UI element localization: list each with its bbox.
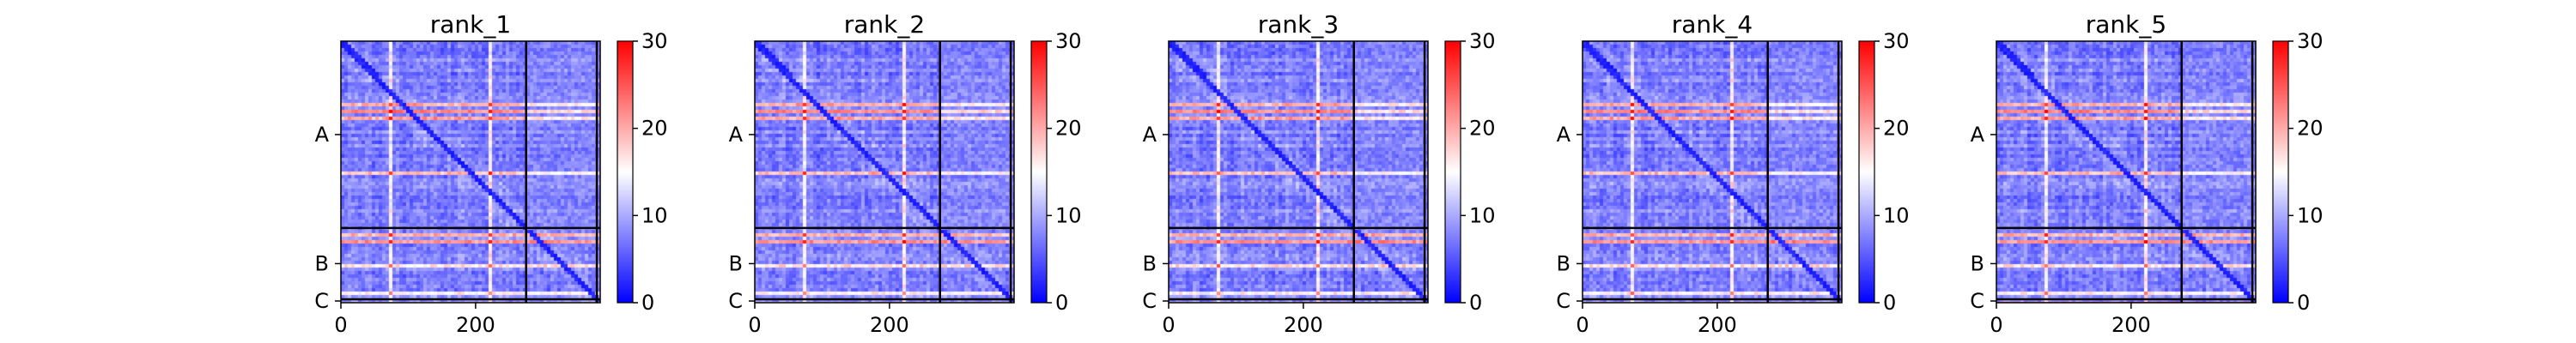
colorbar-tick-label: 0 <box>1055 291 1068 315</box>
colorbar <box>1444 40 1461 304</box>
heatmap-image <box>1583 41 1842 303</box>
colorbar-tick-label: 30 <box>641 29 668 53</box>
colorbar-tick-label: 30 <box>2297 29 2324 53</box>
x-tick-label: 200 <box>1698 313 1737 337</box>
x-tick-label: 200 <box>1284 313 1323 337</box>
x-tick-label: 200 <box>870 313 909 337</box>
heatmap-image <box>1169 41 1428 303</box>
panel-title: rank_2 <box>844 10 925 39</box>
colorbar-tick-label: 20 <box>2297 117 2324 141</box>
colorbar-tick-label: 10 <box>641 203 668 227</box>
y-tick-label: A <box>1143 123 1157 147</box>
colorbar-tick-label: 30 <box>1469 29 1496 53</box>
x-tick-label: 0 <box>748 313 761 337</box>
y-tick-label: B <box>315 251 329 275</box>
y-tick-label: C <box>1556 289 1571 313</box>
colorbar-tick-label: 30 <box>1055 29 1082 53</box>
colorbar-tick-label: 0 <box>641 291 654 315</box>
colorbar-tick-label: 10 <box>1055 203 1082 227</box>
colorbar-tick-label: 0 <box>1469 291 1482 315</box>
colorbar <box>1858 40 1875 304</box>
axes-frame <box>1168 40 1429 304</box>
y-tick-label: C <box>1970 289 1984 313</box>
y-tick-label: C <box>728 289 743 313</box>
axes-frame <box>754 40 1015 304</box>
colorbar-tick-label: 20 <box>1883 117 1910 141</box>
x-tick-label: 200 <box>2111 313 2151 337</box>
axes-frame <box>340 40 601 304</box>
colorbar-tick-label: 20 <box>1055 117 1082 141</box>
colorbar <box>1030 40 1048 304</box>
x-tick-label: 0 <box>334 313 347 337</box>
y-tick-label: A <box>1971 123 1985 147</box>
colorbar <box>2272 40 2289 304</box>
y-tick-label: B <box>1557 251 1571 275</box>
y-tick-label: A <box>729 123 744 147</box>
colorbar-tick-label: 10 <box>2297 203 2324 227</box>
y-tick-label: B <box>1971 251 1984 275</box>
y-tick-label: C <box>314 289 329 313</box>
panel-title: rank_4 <box>1672 10 1753 39</box>
axes-frame <box>1996 40 2257 304</box>
y-tick-label: B <box>729 251 743 275</box>
colorbar-tick-label: 10 <box>1883 203 1910 227</box>
y-tick-label: A <box>315 123 330 147</box>
colorbar-tick-label: 30 <box>1883 29 1910 53</box>
x-tick-label: 200 <box>456 313 495 337</box>
y-tick-label: C <box>1142 289 1157 313</box>
panel-title: rank_1 <box>430 10 511 39</box>
heatmap-image <box>1996 41 2256 303</box>
x-tick-label: 0 <box>1990 313 2002 337</box>
panel-title: rank_3 <box>1258 10 1339 39</box>
colorbar-tick-label: 10 <box>1469 203 1496 227</box>
axes-frame <box>1582 40 1843 304</box>
y-tick-label: B <box>1143 251 1157 275</box>
x-tick-label: 0 <box>1162 313 1175 337</box>
colorbar-tick-label: 0 <box>2297 291 2310 315</box>
colorbar <box>617 40 634 304</box>
colorbar-tick-label: 20 <box>641 117 668 141</box>
y-tick-label: A <box>1557 123 1571 147</box>
heatmap-image <box>755 41 1014 303</box>
x-tick-label: 0 <box>1576 313 1589 337</box>
panel-title: rank_5 <box>2086 10 2166 39</box>
heatmap-image <box>341 41 600 303</box>
colorbar-tick-label: 20 <box>1469 117 1496 141</box>
colorbar-tick-label: 0 <box>1883 291 1896 315</box>
